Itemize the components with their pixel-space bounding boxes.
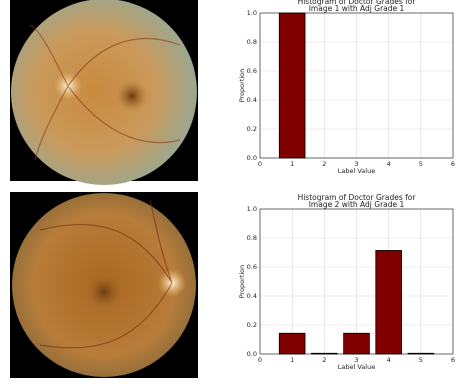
bar <box>375 250 402 355</box>
chart-title: Histogram of Doctor Grades for <box>298 0 417 6</box>
x-tick-label: 6 <box>451 356 455 364</box>
y-tick-label: 1.0 <box>247 205 257 213</box>
y-axis-label: Proportion <box>238 265 246 299</box>
bar <box>343 332 370 355</box>
chart-title: Image 1 with Adj Grade 1 <box>309 4 405 13</box>
x-axis-label: Label Value <box>338 167 375 175</box>
x-tick-label: 0 <box>258 160 262 168</box>
x-tick-label: 5 <box>419 356 423 364</box>
y-tick-label: 0.6 <box>247 263 257 271</box>
x-tick-label: 2 <box>322 356 326 364</box>
fundus-image-1 <box>10 0 198 185</box>
y-tick-label: 0.6 <box>247 67 257 75</box>
bar <box>278 332 306 355</box>
y-tick-label: 0.0 <box>247 154 257 162</box>
y-axis-label: Proportion <box>238 69 246 103</box>
bar <box>407 352 435 355</box>
chart-title: Histogram of Doctor Grades for <box>298 193 417 202</box>
y-tick-label: 0.2 <box>247 321 257 329</box>
bar <box>278 12 306 159</box>
y-tick-label: 0.2 <box>247 125 257 133</box>
x-tick-label: 4 <box>387 160 391 168</box>
x-tick-label: 2 <box>322 160 326 168</box>
x-tick-label: 1 <box>290 160 294 168</box>
fundus-image-2 <box>10 192 198 378</box>
x-tick-label: 5 <box>419 160 423 168</box>
x-tick-label: 6 <box>451 160 455 168</box>
x-tick-label: 0 <box>258 356 262 364</box>
y-tick-label: 0.0 <box>247 350 257 358</box>
y-tick-label: 1.0 <box>247 9 257 17</box>
x-tick-label: 4 <box>387 356 391 364</box>
x-tick-label: 3 <box>354 160 358 168</box>
y-tick-label: 0.8 <box>247 234 257 242</box>
y-tick-label: 0.8 <box>247 38 257 46</box>
bar <box>311 352 338 355</box>
x-axis-label: Label Value <box>338 363 375 371</box>
plot-frame <box>259 12 454 159</box>
x-tick-label: 1 <box>290 356 294 364</box>
x-tick-label: 3 <box>354 356 358 364</box>
y-tick-label: 0.4 <box>247 96 257 104</box>
y-tick-label: 0.4 <box>247 292 257 300</box>
chart-title: Image 2 with Adj Grade 1 <box>309 200 405 209</box>
